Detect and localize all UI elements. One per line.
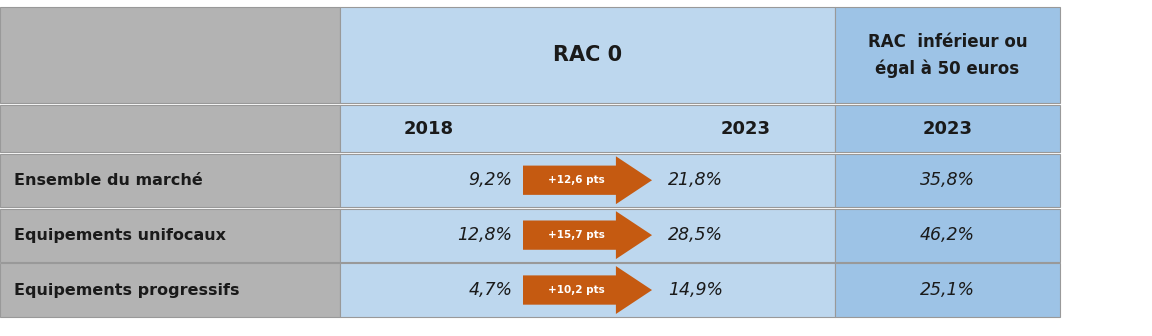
Bar (0, 7, 340, 103)
Text: 46,2%: 46,2% (920, 226, 975, 244)
Text: 2023: 2023 (923, 120, 972, 137)
Bar (340, 7, 835, 103)
Bar (0, 105, 340, 152)
Bar (835, 105, 1060, 152)
Text: Equipements progressifs: Equipements progressifs (14, 283, 240, 298)
Text: +15,7 pts: +15,7 pts (547, 230, 605, 240)
Text: 25,1%: 25,1% (920, 281, 975, 299)
Bar (340, 105, 835, 152)
Text: +12,6 pts: +12,6 pts (547, 175, 605, 185)
Bar (0, 154, 340, 207)
Text: 35,8%: 35,8% (920, 171, 975, 189)
Polygon shape (523, 156, 652, 204)
Bar (0, 263, 340, 317)
Text: 4,7%: 4,7% (469, 281, 513, 299)
Bar (0, 209, 340, 262)
Text: 28,5%: 28,5% (668, 226, 723, 244)
Polygon shape (523, 211, 652, 259)
Text: 12,8%: 12,8% (457, 226, 513, 244)
Bar (835, 209, 1060, 262)
Bar (340, 209, 835, 262)
Text: 2018: 2018 (404, 120, 454, 137)
Text: 14,9%: 14,9% (668, 281, 723, 299)
Bar (835, 263, 1060, 317)
Text: 2023: 2023 (721, 120, 771, 137)
Text: 9,2%: 9,2% (469, 171, 513, 189)
Text: Ensemble du marché: Ensemble du marché (14, 173, 203, 188)
Bar (340, 263, 835, 317)
Text: +10,2 pts: +10,2 pts (547, 285, 605, 295)
Bar (340, 154, 835, 207)
Text: Equipements unifocaux: Equipements unifocaux (14, 227, 226, 243)
Bar (835, 7, 1060, 103)
Text: RAC 0: RAC 0 (553, 45, 622, 65)
Text: RAC  inférieur ou
égal à 50 euros: RAC inférieur ou égal à 50 euros (867, 33, 1028, 78)
Bar (835, 154, 1060, 207)
Polygon shape (523, 266, 652, 314)
Text: 21,8%: 21,8% (668, 171, 723, 189)
